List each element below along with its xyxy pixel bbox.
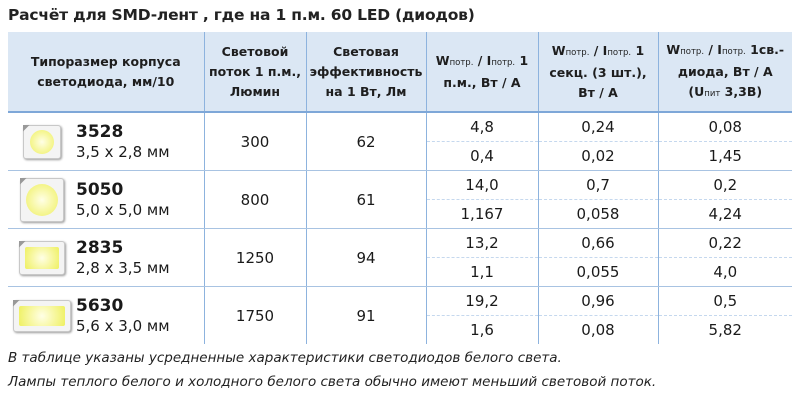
current-per-section: 0,02 <box>538 141 659 171</box>
power-per-diode: 0,22 <box>658 228 792 258</box>
led-size-cell: 3528 3,5 х 2,8 мм <box>8 112 205 171</box>
table-row: 1,1 0,055 4,0 <box>8 257 792 287</box>
current-per-section: 0,055 <box>538 257 659 287</box>
efficiency-value: 62 <box>306 112 427 171</box>
efficiency-value: 61 <box>306 170 427 229</box>
header-power-per-section: Wпотр. / Iпотр. 1 секц. (3 шт.), Вт / А <box>538 32 659 113</box>
power-per-meter: 4,8 <box>426 112 539 142</box>
table-row: 1,6 0,08 5,82 <box>8 315 792 344</box>
footnote-2: Лампы теплого белого и холодного белого … <box>8 374 657 390</box>
led-size-cell: 5050 5,0 х 5,0 мм <box>8 170 205 229</box>
header-flux: Световой поток 1 п.м., Люмин <box>204 32 307 113</box>
page-title: Расчёт для SMD-лент , где на 1 п.м. 60 L… <box>8 6 475 24</box>
header-efficiency: Световая эффективность на 1 Вт, Лм <box>306 32 427 113</box>
current-per-section: 0,058 <box>538 199 659 229</box>
table-row: 5630 5,6 х 3,0 мм 1750 91 19,2 0,96 0,5 <box>8 286 792 344</box>
table-row: 2835 2,8 х 3,5 мм 1250 94 13,2 0,66 0,22 <box>8 228 792 287</box>
led-5630-image <box>8 288 76 344</box>
footnote-1: В таблице указаны усредненные характерис… <box>8 350 562 366</box>
table-row: 1,167 0,058 4,24 <box>8 199 792 229</box>
flux-value: 1750 <box>204 286 307 344</box>
efficiency-value: 94 <box>306 228 427 287</box>
current-per-diode: 4,0 <box>658 257 792 287</box>
flux-value: 1250 <box>204 228 307 287</box>
power-per-section: 0,96 <box>538 286 659 316</box>
power-per-section: 0,24 <box>538 112 659 142</box>
current-per-diode: 5,82 <box>708 321 742 339</box>
power-per-meter: 14,0 <box>426 170 539 200</box>
led-5050-image <box>8 172 76 228</box>
led-size-cell: 2835 2,8 х 3,5 мм <box>8 228 205 287</box>
power-per-meter: 19,2 <box>426 286 539 316</box>
led-model: 5630 <box>76 295 124 316</box>
power-per-section: 0,7 <box>538 170 659 200</box>
current-per-meter: 1,167 <box>426 199 539 229</box>
power-per-diode: 0,08 <box>658 112 792 142</box>
table-row: 0,4 0,02 1,45 <box>8 141 792 171</box>
led-size-cell: 5630 5,6 х 3,0 мм <box>8 286 205 344</box>
led-spec-table: Типоразмер корпуса светодиода, мм/10 Све… <box>8 32 792 344</box>
current-per-meter: 0,4 <box>426 141 539 171</box>
current-per-meter: 1,6 <box>426 315 539 344</box>
led-model: 3528 <box>76 121 124 142</box>
flux-value: 800 <box>204 170 307 229</box>
current-per-section: 0,08 <box>538 315 659 344</box>
power-per-diode: 0,2 <box>658 170 792 200</box>
led-dimensions: 3,5 х 2,8 мм <box>76 142 170 161</box>
flux-value: 300 <box>204 112 307 171</box>
table-header-row: Типоразмер корпуса светодиода, мм/10 Све… <box>8 32 792 113</box>
current-per-diode: 1,45 <box>658 141 792 171</box>
power-per-section: 0,66 <box>538 228 659 258</box>
led-dimensions: 5,0 х 5,0 мм <box>76 200 170 219</box>
current-per-meter: 1,1 <box>426 257 539 287</box>
led-model: 2835 <box>76 237 124 258</box>
table-row: 5050 5,0 х 5,0 мм 800 61 14,0 0,7 0,2 <box>8 170 792 229</box>
efficiency-value: 91 <box>306 286 427 344</box>
led-2835-image <box>8 230 76 286</box>
header-size: Типоразмер корпуса светодиода, мм/10 <box>8 32 205 113</box>
power-per-diode: 0,5 <box>658 286 792 316</box>
table-row: 3528 3,5 х 2,8 мм 300 62 4,8 0,24 0,08 <box>8 112 792 171</box>
current-per-diode: 4,24 <box>658 199 792 229</box>
led-model: 5050 <box>76 179 124 200</box>
header-power-per-meter: Wпотр. / Iпотр. 1 п.м., Вт / А <box>426 32 539 113</box>
header-power-per-diode: Wпотр. / Iпотр. 1св.-диода, Вт / А (Uпит… <box>658 32 792 113</box>
led-dimensions: 5,6 х 3,0 мм <box>76 316 170 335</box>
power-per-meter: 13,2 <box>426 228 539 258</box>
led-dimensions: 2,8 х 3,5 мм <box>76 258 170 277</box>
led-3528-image <box>8 114 76 170</box>
